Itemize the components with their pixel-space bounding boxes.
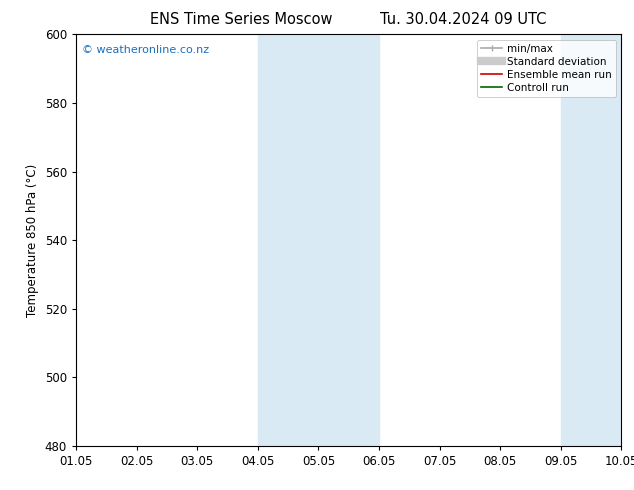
Bar (258, 34, 379, 446)
Y-axis label: Temperature 850 hPa (°C): Temperature 850 hPa (°C) (26, 164, 39, 317)
Legend: min/max, Standard deviation, Ensemble mean run, Controll run: min/max, Standard deviation, Ensemble me… (477, 40, 616, 97)
Text: Tu. 30.04.2024 09 UTC: Tu. 30.04.2024 09 UTC (380, 12, 546, 27)
Text: © weatheronline.co.nz: © weatheronline.co.nz (82, 45, 209, 54)
Text: ENS Time Series Moscow: ENS Time Series Moscow (150, 12, 332, 27)
Bar (560, 34, 634, 446)
